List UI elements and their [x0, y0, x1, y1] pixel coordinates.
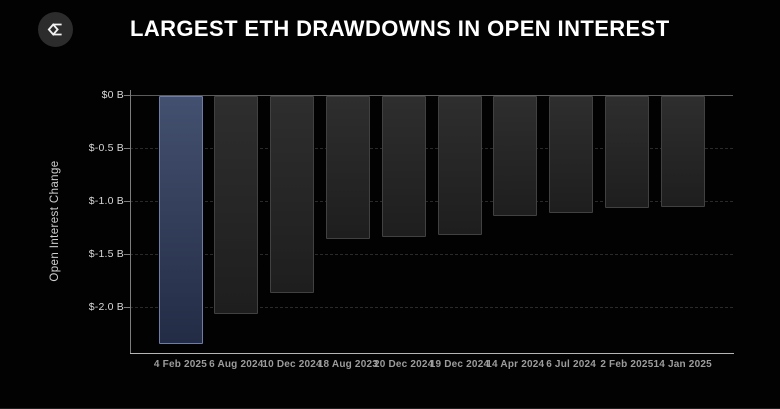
y-tick-label: $-1.0 B [88, 195, 124, 207]
y-tick-mark [124, 254, 130, 255]
y-tick-label: $-1.5 B [88, 248, 124, 260]
y-tick-label: $-2.0 B [88, 301, 124, 313]
brand-logo[interactable] [38, 12, 73, 47]
x-axis-date-label: 4 Feb 2025 [153, 359, 208, 370]
chart-bar[interactable] [437, 96, 482, 235]
chart-bar[interactable] [549, 96, 594, 213]
x-axis-date-label: 2 Feb 2025 [600, 359, 654, 370]
chart-bar[interactable] [660, 96, 705, 208]
gridline [130, 254, 733, 255]
y-tick-mark [124, 148, 130, 149]
y-axis-title: Open Interest Change [49, 160, 61, 282]
y-axis-line [130, 90, 131, 353]
chart-bar[interactable] [493, 96, 538, 216]
chart-bar[interactable] [158, 96, 203, 345]
x-axis-date-label: 6 Jul 2024 [546, 359, 596, 370]
x-axis-date-label: 14 Apr 2024 [486, 359, 545, 370]
x-axis-date-label: 10 Dec 2024 [262, 359, 322, 370]
zero-gridline [130, 95, 733, 96]
x-axis-date-label: 19 Dec 2024 [429, 359, 490, 370]
y-tick-mark [124, 307, 130, 308]
gridline [130, 307, 733, 308]
chart-bar[interactable] [381, 96, 426, 237]
sigma-diamond-icon [47, 23, 62, 36]
x-axis-date-label: 18 Aug 2023 [317, 359, 378, 370]
gridline [130, 148, 733, 149]
x-axis-date-label: 20 Dec 2024 [373, 359, 434, 370]
x-axis-line [130, 353, 734, 354]
x-axis-date-label: 14 Jan 2025 [653, 359, 712, 370]
chart-bar[interactable] [604, 96, 649, 209]
page-title: LARGEST ETH DRAWDOWNS IN OPEN INTEREST [130, 16, 670, 41]
y-tick-mark [124, 201, 130, 202]
y-tick-mark [124, 95, 130, 96]
gridline [130, 201, 733, 202]
chart-bar[interactable] [214, 96, 259, 315]
y-tick-label: $-0.5 B [88, 142, 124, 154]
chart-bar[interactable] [270, 96, 315, 294]
chart-bar[interactable] [325, 96, 370, 240]
x-axis-date-label: 6 Aug 2024 [209, 359, 264, 370]
y-tick-label: $0 B [101, 89, 124, 101]
